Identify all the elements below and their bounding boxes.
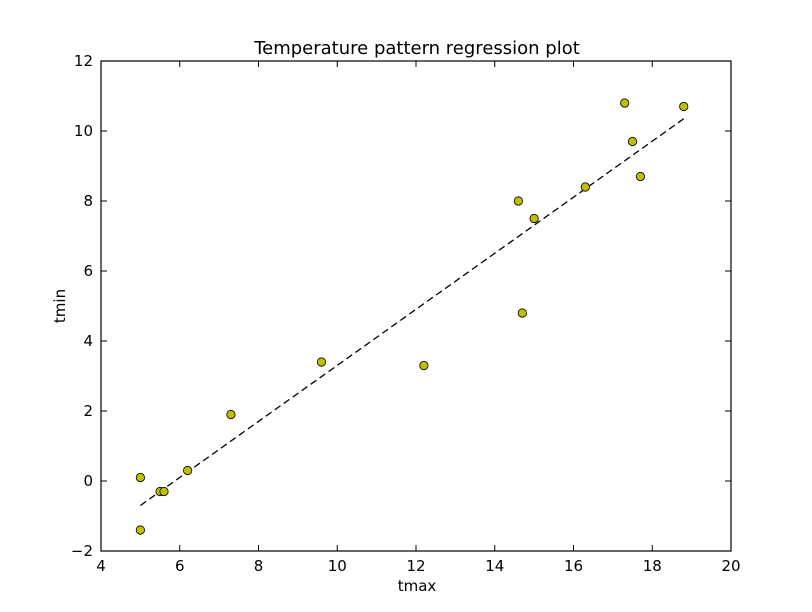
regression-line [139,118,685,507]
data-point [517,308,527,318]
y-tick-label: 2 [83,402,93,420]
y-tick-label: −2 [71,542,93,560]
data-point [135,525,145,535]
data-point [513,196,523,206]
y-axis-label: tmin [51,289,69,323]
data-point [316,357,327,367]
data-point [419,360,429,371]
x-tick-label: 8 [254,557,264,575]
x-tick-label: 20 [721,557,740,575]
y-tick-label: 8 [83,192,93,210]
y-tick-label: 12 [74,52,93,70]
data-point [580,182,590,192]
y-tick-label: 10 [74,122,93,140]
x-tick-label: 12 [406,557,425,575]
data-point [635,171,646,182]
y-tick-label: 6 [83,262,93,280]
plot-area: 4 6 8 10 12 14 16 18 20 −2 0 2 4 6 8 10 12 [71,52,741,575]
x-tick-label: 10 [328,557,347,575]
y-tick-label: 0 [83,472,93,490]
x-tick-label: 6 [175,557,185,575]
x-tick-label: 16 [564,557,583,575]
data-point [159,486,169,497]
data-point [135,472,145,483]
plot-frame [100,60,732,552]
data-point [226,409,236,420]
chart-title: Temperature pattern regression plot [253,38,580,59]
x-tick-label: 4 [96,557,106,575]
x-tick-label: 18 [643,557,662,575]
data-point [627,136,638,147]
x-tick-label: 14 [485,557,504,575]
data-point [529,213,539,224]
data-point [679,101,689,112]
x-axis-label: tmax [398,577,437,595]
data-point [183,465,193,476]
data-point [620,98,630,108]
y-tick-label: 4 [83,332,93,350]
